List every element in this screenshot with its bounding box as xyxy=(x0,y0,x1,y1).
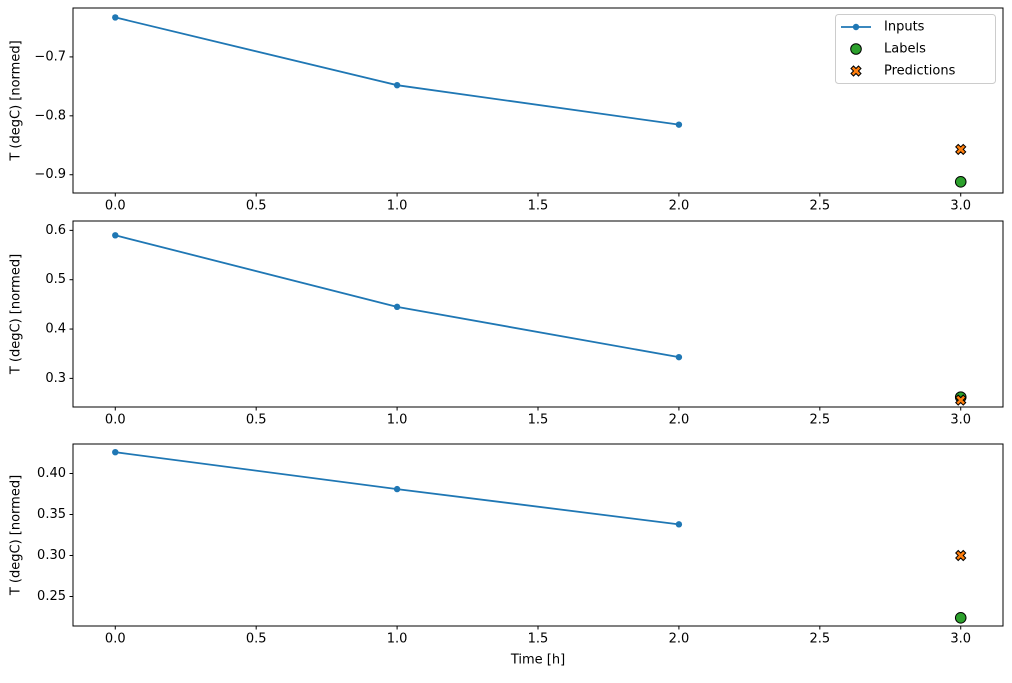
inputs-marker xyxy=(112,232,119,239)
labels-marker xyxy=(954,612,967,624)
inputs-marker xyxy=(675,353,683,361)
x-tick-label: 0.5 xyxy=(246,198,267,213)
inputs-marker xyxy=(393,81,401,89)
x-tick-label: 1.0 xyxy=(387,631,408,646)
series-group xyxy=(112,232,967,406)
inputs-marker xyxy=(393,303,401,311)
series-group xyxy=(112,448,967,624)
legend-label: Predictions xyxy=(884,64,956,79)
y-tick-label: 0.4 xyxy=(45,322,66,337)
legend-box xyxy=(835,14,996,84)
legend-item-labels: Labels xyxy=(850,42,926,57)
y-axis-label: T (degC) [normed] xyxy=(9,254,24,375)
x-tick-label: 0.5 xyxy=(246,631,267,646)
y-tick-label: 0.35 xyxy=(37,507,66,522)
x-tick-label: 2.0 xyxy=(669,631,690,646)
y-axis-label: T (degC) [normed] xyxy=(9,475,24,596)
x-tick-label: 2.0 xyxy=(669,412,690,427)
x-tick-label: 1.5 xyxy=(528,198,549,213)
labels-marker xyxy=(954,176,967,188)
legend-cross-sample xyxy=(850,65,862,77)
x-tick-label: 2.5 xyxy=(809,412,830,427)
x-tick-label: 1.5 xyxy=(528,412,549,427)
x-tick-label: 3.0 xyxy=(950,412,971,427)
subplot-2: 0.0 0.5 1.0 1.5 2.0 2.5 3.0 0.3 0.4 0.5 0.6 T (degC… xyxy=(9,220,1004,427)
y-tick-label: 0.3 xyxy=(45,371,66,386)
x-tick-label: 1.0 xyxy=(387,198,408,213)
x-tick-label: 0.0 xyxy=(105,631,126,646)
y-tick-label: −0.7 xyxy=(34,49,66,64)
subplot-3: 0.0 0.5 1.0 1.5 2.0 2.5 3.0 0.25 0.30 0.35 0.40 T (… xyxy=(9,443,1004,668)
legend: Inputs Labels Predictions xyxy=(835,14,996,84)
legend-item-inputs: Inputs xyxy=(841,20,925,35)
x-tick-label: 1.5 xyxy=(528,631,549,646)
x-tick-label: 3.0 xyxy=(950,631,971,646)
legend-item-predictions: Predictions xyxy=(850,64,956,79)
predictions-marker xyxy=(955,394,967,406)
y-tick-label: 0.25 xyxy=(37,589,66,604)
y-tick-label: 0.5 xyxy=(45,272,66,287)
inputs-marker xyxy=(675,121,683,128)
predictions-marker xyxy=(955,143,967,156)
inputs-marker xyxy=(112,448,119,456)
x-tick-label: 3.0 xyxy=(950,198,971,213)
y-tick-label: 0.40 xyxy=(37,466,66,481)
legend-label: Labels xyxy=(884,42,926,57)
y-tick-label: 0.30 xyxy=(37,548,66,563)
x-tick-label: 1.0 xyxy=(387,412,408,427)
y-tick-label: 0.6 xyxy=(45,223,66,238)
series-group xyxy=(112,14,967,188)
x-tick-label: 2.5 xyxy=(809,631,830,646)
x-axis-label: Time [h] xyxy=(510,653,565,668)
legend-circle-sample xyxy=(850,43,862,55)
y-axis-label: T (degC) [normed] xyxy=(9,40,24,161)
legend-label: Inputs xyxy=(884,20,925,35)
subplot-1: 0.0 0.5 1.0 1.5 2.0 2.5 3.0 −0.9 −0.8 −0.7 T (degC… xyxy=(9,7,1004,213)
x-tick-label: 2.5 xyxy=(809,198,830,213)
inputs-marker xyxy=(393,485,401,493)
inputs-line xyxy=(114,16,680,126)
x-tick-label: 2.0 xyxy=(669,198,690,213)
inputs-marker xyxy=(112,14,119,21)
y-tick-label: −0.8 xyxy=(34,108,66,123)
predictions-marker xyxy=(955,549,967,562)
inputs-line xyxy=(114,234,680,359)
plot-area xyxy=(72,220,1004,408)
x-tick-label: 0.0 xyxy=(105,198,126,213)
inputs-marker xyxy=(675,521,683,528)
legend-dot-sample xyxy=(852,23,860,31)
x-tick-label: 0.0 xyxy=(105,412,126,427)
x-tick-label: 0.5 xyxy=(246,412,267,427)
y-tick-label: −0.9 xyxy=(34,167,66,182)
plot-area xyxy=(72,443,1004,627)
